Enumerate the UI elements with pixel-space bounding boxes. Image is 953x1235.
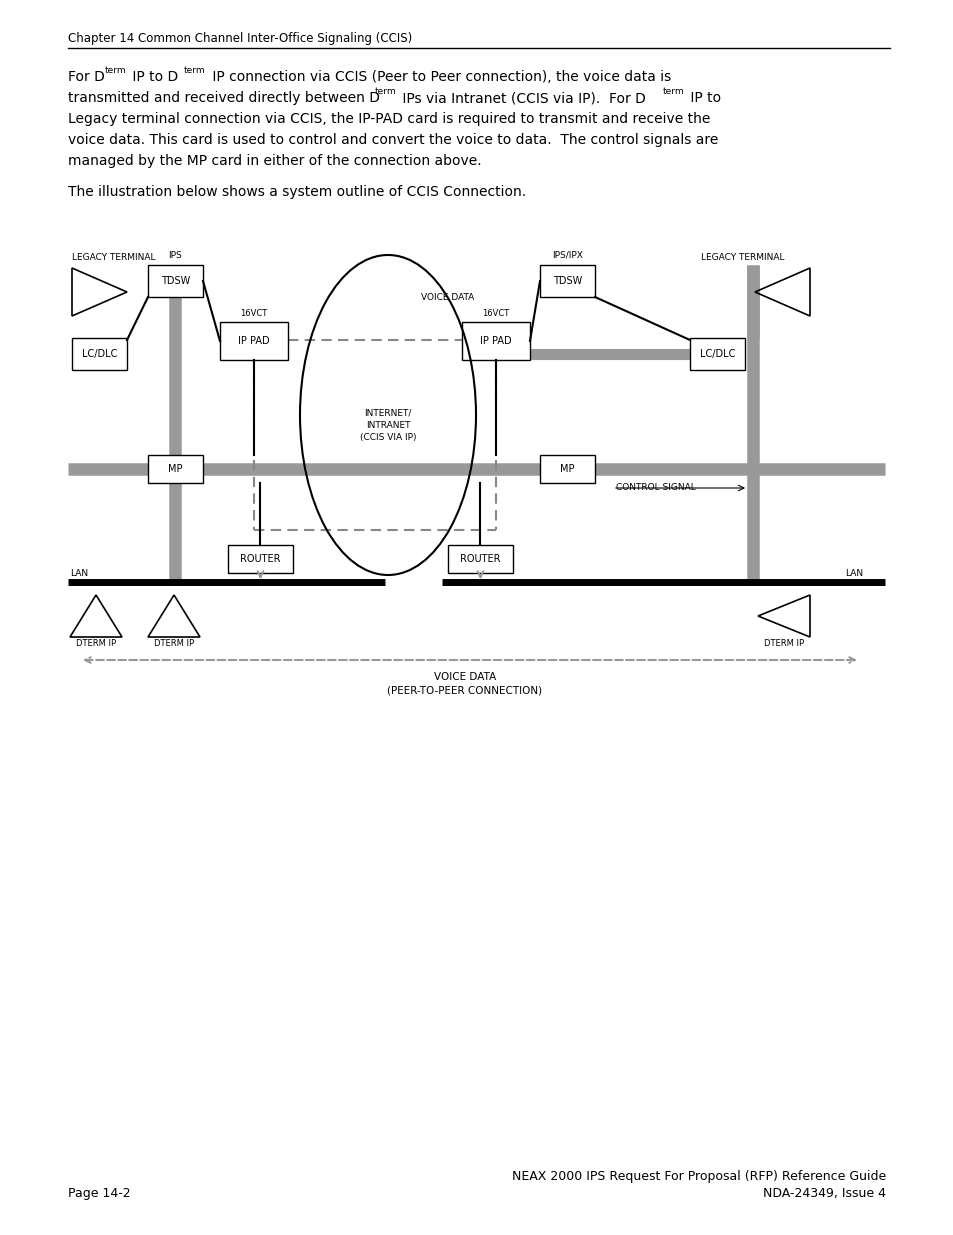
Bar — [148, 266, 203, 296]
Bar — [461, 322, 530, 359]
Text: IPS/IPX: IPS/IPX — [552, 251, 582, 261]
Text: DTERM IP: DTERM IP — [76, 638, 116, 648]
Text: ROUTER: ROUTER — [459, 555, 500, 564]
Text: TDSW: TDSW — [161, 275, 190, 287]
Text: CONTROL SIGNAL: CONTROL SIGNAL — [616, 483, 695, 493]
Text: LC/DLC: LC/DLC — [700, 350, 735, 359]
Text: VOICE DATA: VOICE DATA — [421, 293, 475, 303]
Text: IP connection via CCIS (Peer to Peer connection), the voice data is: IP connection via CCIS (Peer to Peer con… — [208, 70, 671, 84]
Text: term: term — [662, 86, 684, 96]
Text: managed by the MP card in either of the connection above.: managed by the MP card in either of the … — [68, 154, 481, 168]
Text: LEGACY TERMINAL: LEGACY TERMINAL — [71, 253, 155, 262]
Text: MP: MP — [559, 464, 574, 474]
Text: voice data. This card is used to control and convert the voice to data.  The con: voice data. This card is used to control… — [68, 133, 718, 147]
Bar — [689, 338, 744, 370]
Text: 16VCT: 16VCT — [240, 309, 268, 317]
Text: IP PAD: IP PAD — [479, 336, 511, 346]
Bar — [539, 266, 595, 296]
Text: LC/DLC: LC/DLC — [82, 350, 117, 359]
Text: DTERM IP: DTERM IP — [763, 638, 803, 648]
Text: transmitted and received directly between D: transmitted and received directly betwee… — [68, 91, 379, 105]
Text: INTERNET/
INTRANET
(CCIS VIA IP): INTERNET/ INTRANET (CCIS VIA IP) — [359, 408, 416, 442]
Text: IPs via Intranet (CCIS via IP).  For D: IPs via Intranet (CCIS via IP). For D — [397, 91, 645, 105]
Text: LAN: LAN — [844, 569, 862, 578]
Text: ROUTER: ROUTER — [240, 555, 280, 564]
Text: term: term — [375, 86, 396, 96]
Text: MP: MP — [168, 464, 183, 474]
Text: LAN: LAN — [70, 569, 88, 578]
Bar — [539, 454, 595, 483]
Text: term: term — [184, 65, 206, 75]
Text: For D: For D — [68, 70, 105, 84]
Bar — [220, 322, 288, 359]
Bar — [448, 545, 513, 573]
Text: Page 14-2: Page 14-2 — [68, 1187, 131, 1200]
Text: IP PAD: IP PAD — [238, 336, 270, 346]
Text: Chapter 14 Common Channel Inter-Office Signaling (CCIS): Chapter 14 Common Channel Inter-Office S… — [68, 32, 412, 44]
Bar — [148, 454, 203, 483]
Text: IP to D: IP to D — [128, 70, 178, 84]
Text: IPS: IPS — [169, 251, 182, 261]
Text: Legacy terminal connection via CCIS, the IP-PAD card is required to transmit and: Legacy terminal connection via CCIS, the… — [68, 112, 710, 126]
Text: term: term — [105, 65, 127, 75]
Text: VOICE DATA
(PEER-TO-PEER CONNECTION): VOICE DATA (PEER-TO-PEER CONNECTION) — [387, 672, 542, 695]
Text: The illustration below shows a system outline of CCIS Connection.: The illustration below shows a system ou… — [68, 185, 525, 199]
Text: IP to: IP to — [685, 91, 720, 105]
Bar — [71, 338, 127, 370]
Text: NEAX 2000 IPS Request For Proposal (RFP) Reference Guide
NDA-24349, Issue 4: NEAX 2000 IPS Request For Proposal (RFP)… — [511, 1170, 885, 1200]
Text: TDSW: TDSW — [553, 275, 581, 287]
Text: DTERM IP: DTERM IP — [153, 638, 193, 648]
Bar — [228, 545, 293, 573]
Text: LEGACY TERMINAL: LEGACY TERMINAL — [700, 253, 784, 262]
Text: 16VCT: 16VCT — [482, 309, 509, 317]
